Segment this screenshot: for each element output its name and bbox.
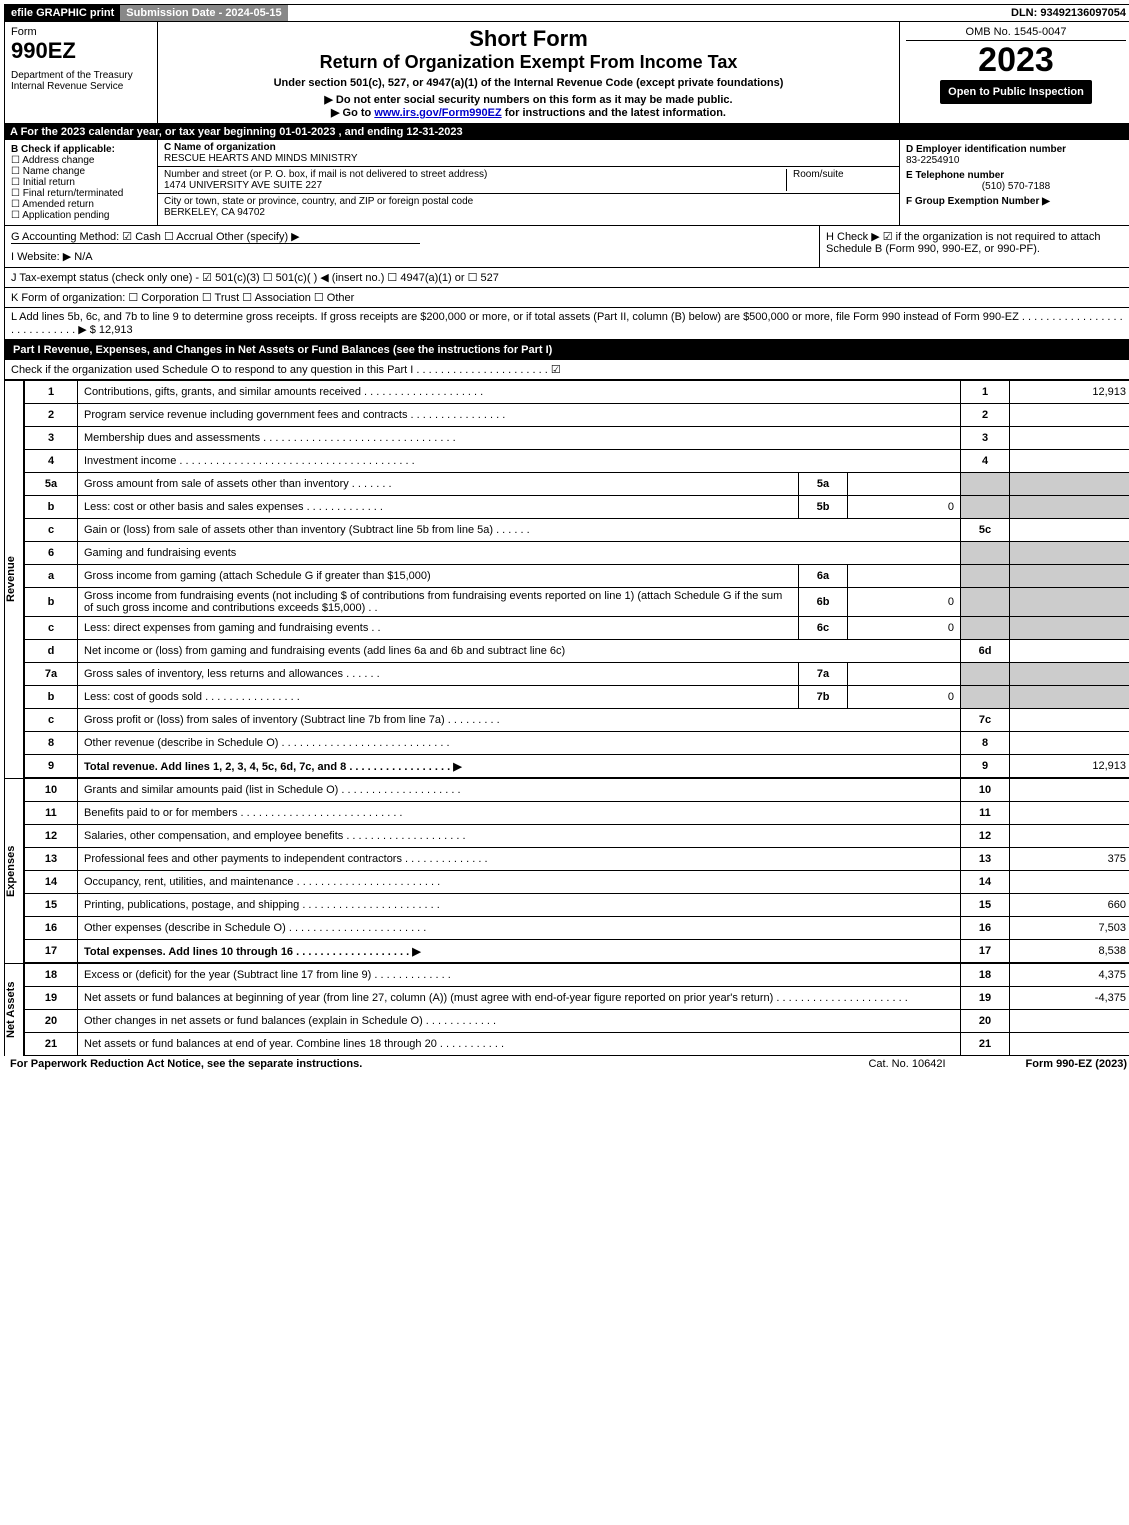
- note-ssn: ▶ Do not enter social security numbers o…: [164, 93, 893, 106]
- line-16: 16Other expenses (describe in Schedule O…: [25, 917, 1129, 940]
- line-k: K Form of organization: ☐ Corporation ☐ …: [4, 288, 1129, 308]
- room-label: Room/suite: [786, 169, 893, 191]
- line-6d: dNet income or (loss) from gaming and fu…: [25, 640, 1129, 663]
- city-label: City or town, state or province, country…: [164, 196, 473, 207]
- note-goto: ▶ Go to www.irs.gov/Form990EZ for instru…: [164, 106, 893, 119]
- expenses-table: 10Grants and similar amounts paid (list …: [24, 778, 1129, 963]
- line-13: 13Professional fees and other payments t…: [25, 848, 1129, 871]
- part1-header: Part I Revenue, Expenses, and Changes in…: [4, 340, 1129, 360]
- section-bcd: B Check if applicable: ☐ Address change …: [4, 140, 1129, 226]
- city: BERKELEY, CA 94702: [164, 207, 473, 218]
- line-4: 4Investment income . . . . . . . . . . .…: [25, 450, 1129, 473]
- top-bar: efile GRAPHIC print Submission Date - 20…: [4, 4, 1129, 22]
- revenue-vlabel: Revenue: [4, 380, 24, 778]
- revenue-section: Revenue 1Contributions, gifts, grants, a…: [4, 380, 1129, 778]
- line-1: 1Contributions, gifts, grants, and simil…: [25, 381, 1129, 404]
- chk-pending[interactable]: ☐ Application pending: [11, 210, 151, 221]
- line-7c: cGross profit or (loss) from sales of in…: [25, 709, 1129, 732]
- chk-address[interactable]: ☐ Address change: [11, 155, 151, 166]
- part1-title: Part I Revenue, Expenses, and Changes in…: [13, 344, 552, 356]
- tel: (510) 570-7188: [906, 181, 1126, 192]
- line-15: 15Printing, publications, postage, and s…: [25, 894, 1129, 917]
- line-6b: bGross income from fundraising events (n…: [25, 588, 1129, 617]
- chk-final[interactable]: ☐ Final return/terminated: [11, 188, 151, 199]
- page-footer: For Paperwork Reduction Act Notice, see …: [4, 1056, 1129, 1072]
- form-header: Form 990EZ Department of the Treasury In…: [4, 22, 1129, 124]
- ein-label: D Employer identification number: [906, 144, 1126, 155]
- revenue-table: 1Contributions, gifts, grants, and simil…: [24, 380, 1129, 778]
- footer-right: Form 990-EZ (2023): [1026, 1058, 1127, 1070]
- chk-name[interactable]: ☐ Name change: [11, 166, 151, 177]
- row-a: A For the 2023 calendar year, or tax yea…: [4, 124, 1129, 140]
- line-l: L Add lines 5b, 6c, and 7b to line 9 to …: [4, 308, 1129, 340]
- line-6a: aGross income from gaming (attach Schedu…: [25, 565, 1129, 588]
- line-5a: 5aGross amount from sale of assets other…: [25, 473, 1129, 496]
- line-i: I Website: ▶ N/A: [11, 250, 813, 263]
- expenses-vlabel: Expenses: [4, 778, 24, 963]
- netassets-section: Net Assets 18Excess or (deficit) for the…: [4, 963, 1129, 1056]
- col-b-heading: B Check if applicable:: [11, 144, 151, 155]
- line-11: 11Benefits paid to or for members . . . …: [25, 802, 1129, 825]
- org-name: RESCUE HEARTS AND MINDS MINISTRY: [164, 153, 893, 164]
- netassets-table: 18Excess or (deficit) for the year (Subt…: [24, 963, 1129, 1056]
- line-j: J Tax-exempt status (check only one) - ☑…: [4, 268, 1129, 288]
- street-label: Number and street (or P. O. box, if mail…: [164, 169, 786, 180]
- part1-check: Check if the organization used Schedule …: [4, 360, 1129, 380]
- line-17: 17Total expenses. Add lines 10 through 1…: [25, 940, 1129, 963]
- dln: DLN: 93492136097054: [1005, 5, 1129, 21]
- department: Department of the Treasury Internal Reve…: [11, 70, 151, 92]
- open-to-public: Open to Public Inspection: [940, 80, 1092, 104]
- col-d: D Employer identification number 83-2254…: [900, 140, 1129, 225]
- omb: OMB No. 1545-0047: [906, 26, 1126, 41]
- note-pre: ▶ Go to: [331, 107, 374, 119]
- line-5b: bLess: cost or other basis and sales exp…: [25, 496, 1129, 519]
- chk-initial[interactable]: ☐ Initial return: [11, 177, 151, 188]
- tel-label: E Telephone number: [906, 170, 1126, 181]
- line-h: H Check ▶ ☑ if the organization is not r…: [820, 226, 1129, 267]
- line-12: 12Salaries, other compensation, and empl…: [25, 825, 1129, 848]
- title-return: Return of Organization Exempt From Incom…: [164, 52, 893, 73]
- line-g: G Accounting Method: ☑ Cash ☐ Accrual Ot…: [11, 230, 420, 244]
- footer-mid: Cat. No. 10642I: [868, 1058, 945, 1070]
- irs-link[interactable]: www.irs.gov/Form990EZ: [374, 107, 501, 119]
- title-short-form: Short Form: [164, 26, 893, 52]
- line-14: 14Occupancy, rent, utilities, and mainte…: [25, 871, 1129, 894]
- form-number: 990EZ: [11, 38, 151, 64]
- line-18: 18Excess or (deficit) for the year (Subt…: [25, 964, 1129, 987]
- chk-amended[interactable]: ☐ Amended return: [11, 199, 151, 210]
- line-9: 9Total revenue. Add lines 1, 2, 3, 4, 5c…: [25, 755, 1129, 778]
- group-label: F Group Exemption Number ▶: [906, 196, 1126, 207]
- line-6c: cLess: direct expenses from gaming and f…: [25, 617, 1129, 640]
- subtitle: Under section 501(c), 527, or 4947(a)(1)…: [164, 77, 893, 89]
- line-6: 6Gaming and fundraising events: [25, 542, 1129, 565]
- line-5c: cGain or (loss) from sale of assets othe…: [25, 519, 1129, 542]
- line-20: 20Other changes in net assets or fund ba…: [25, 1010, 1129, 1033]
- ein: 83-2254910: [906, 155, 1126, 166]
- submission-date: Submission Date - 2024-05-15: [120, 5, 287, 21]
- line-7a: 7aGross sales of inventory, less returns…: [25, 663, 1129, 686]
- street: 1474 UNIVERSITY AVE SUITE 227: [164, 180, 786, 191]
- col-b: B Check if applicable: ☐ Address change …: [5, 140, 158, 225]
- line-8: 8Other revenue (describe in Schedule O) …: [25, 732, 1129, 755]
- line-7b: bLess: cost of goods sold . . . . . . . …: [25, 686, 1129, 709]
- line-19: 19Net assets or fund balances at beginni…: [25, 987, 1129, 1010]
- form-word: Form: [11, 26, 151, 38]
- org-name-label: C Name of organization: [164, 142, 893, 153]
- line-10: 10Grants and similar amounts paid (list …: [25, 779, 1129, 802]
- footer-left: For Paperwork Reduction Act Notice, see …: [10, 1058, 362, 1070]
- col-c: C Name of organization RESCUE HEARTS AND…: [158, 140, 900, 225]
- tax-year: 2023: [906, 41, 1126, 80]
- efile-label[interactable]: efile GRAPHIC print: [5, 5, 120, 21]
- line-3: 3Membership dues and assessments . . . .…: [25, 427, 1129, 450]
- line-21: 21Net assets or fund balances at end of …: [25, 1033, 1129, 1056]
- note-post: for instructions and the latest informat…: [502, 107, 726, 119]
- line-2: 2Program service revenue including gover…: [25, 404, 1129, 427]
- expenses-section: Expenses 10Grants and similar amounts pa…: [4, 778, 1129, 963]
- netassets-vlabel: Net Assets: [4, 963, 24, 1056]
- section-gh: G Accounting Method: ☑ Cash ☐ Accrual Ot…: [4, 226, 1129, 268]
